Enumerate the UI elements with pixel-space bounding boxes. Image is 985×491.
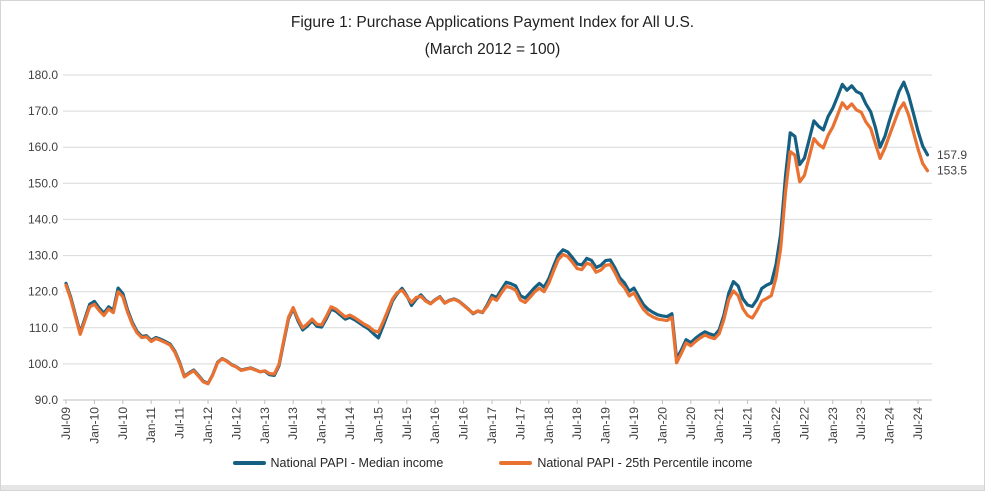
x-axis-label: Jan-19 <box>599 407 613 444</box>
x-axis-label: Jul-13 <box>286 407 300 440</box>
y-axis-label: 90.0 <box>35 393 59 407</box>
x-axis-label: Jul-24 <box>911 407 925 440</box>
x-axis-label: Jul-15 <box>400 407 414 440</box>
legend-item-25th-percentile: National PAPI - 25th Percentile income <box>499 456 752 470</box>
x-axis-label: Jan-23 <box>826 407 840 444</box>
y-axis-label: 150.0 <box>28 176 58 190</box>
x-axis-label: Jul-16 <box>457 407 471 440</box>
median-line-swatch <box>232 461 266 465</box>
legend: National PAPI - Median income National P… <box>0 456 985 470</box>
x-axis-label: Jan-22 <box>769 407 783 444</box>
line-25th-percentile-income <box>64 101 930 386</box>
x-axis-label: Jan-21 <box>712 407 726 444</box>
x-axis-label: Jul-12 <box>229 407 243 440</box>
x-axis-label: Jul-10 <box>116 407 130 440</box>
x-axis-label: Jan-10 <box>87 407 101 444</box>
x-axis-label: Jul-22 <box>797 407 811 440</box>
legend-item-median: National PAPI - Median income <box>232 456 444 470</box>
y-axis-label: 160.0 <box>28 140 58 154</box>
x-axis-label: Jan-12 <box>201 407 215 444</box>
y-axis-label: 180.0 <box>28 68 58 82</box>
y-axis-label: 100.0 <box>28 357 58 371</box>
x-axis-label: Jan-16 <box>428 407 442 444</box>
chart-title-block: Figure 1: Purchase Applications Payment … <box>0 9 985 63</box>
x-axis-label: Jan-24 <box>883 407 897 444</box>
line-median-income <box>64 80 930 385</box>
bottom-gray-strip <box>0 485 985 491</box>
x-axis-label: Jan-14 <box>315 407 329 444</box>
y-axis-label: 110.0 <box>29 321 58 335</box>
x-axis-label: Jul-09 <box>59 407 73 440</box>
end-label-median: 157.9 <box>937 148 967 162</box>
legend-label-25th-percentile: National PAPI - 25th Percentile income <box>537 456 753 470</box>
x-axis-label: Jul-18 <box>570 407 584 440</box>
x-axis-label: Jan-17 <box>485 407 499 444</box>
x-axis-labels: Jul-09 Jan-10 Jul-10 Jan-11 Jul-11 Jan-12 Jul-… <box>59 407 925 444</box>
y-axis-label: 170.0 <box>28 104 58 118</box>
chart-subtitle: (March 2012 = 100) <box>424 41 561 58</box>
x-axis-label: Jul-23 <box>854 407 868 440</box>
x-axis-label: Jan-11 <box>144 407 158 443</box>
x-axis-label: Jul-14 <box>343 407 357 440</box>
x-axis-label: Jan-20 <box>655 407 669 444</box>
x-axis-label: Jan-15 <box>371 407 385 444</box>
percentile25-line-swatch <box>499 461 533 465</box>
x-axis-label: Jul-20 <box>684 407 698 440</box>
y-axis-labels: 90.0 100.0 110.0 120.0 130.0 140.0 150.0 160.0 1… <box>28 68 58 407</box>
end-label-25th-percentile: 153.5 <box>937 164 967 178</box>
x-axis-label: Jan-13 <box>258 407 272 444</box>
x-axis-label: Jul-11 <box>173 407 187 439</box>
x-axis-label: Jul-19 <box>627 407 641 440</box>
chart-title: Figure 1: Purchase Applications Payment … <box>290 14 695 31</box>
x-axis-label: Jul-21 <box>741 407 755 440</box>
y-axis-label: 130.0 <box>28 249 58 263</box>
gridlines <box>63 74 932 365</box>
y-axis-label: 120.0 <box>28 285 58 299</box>
legend-label-median: National PAPI - Median income <box>270 456 444 470</box>
y-axis-label: 140.0 <box>28 212 58 226</box>
x-axis-label: Jan-18 <box>542 407 556 444</box>
x-axis <box>63 399 932 404</box>
x-axis-label: Jul-17 <box>513 407 527 440</box>
